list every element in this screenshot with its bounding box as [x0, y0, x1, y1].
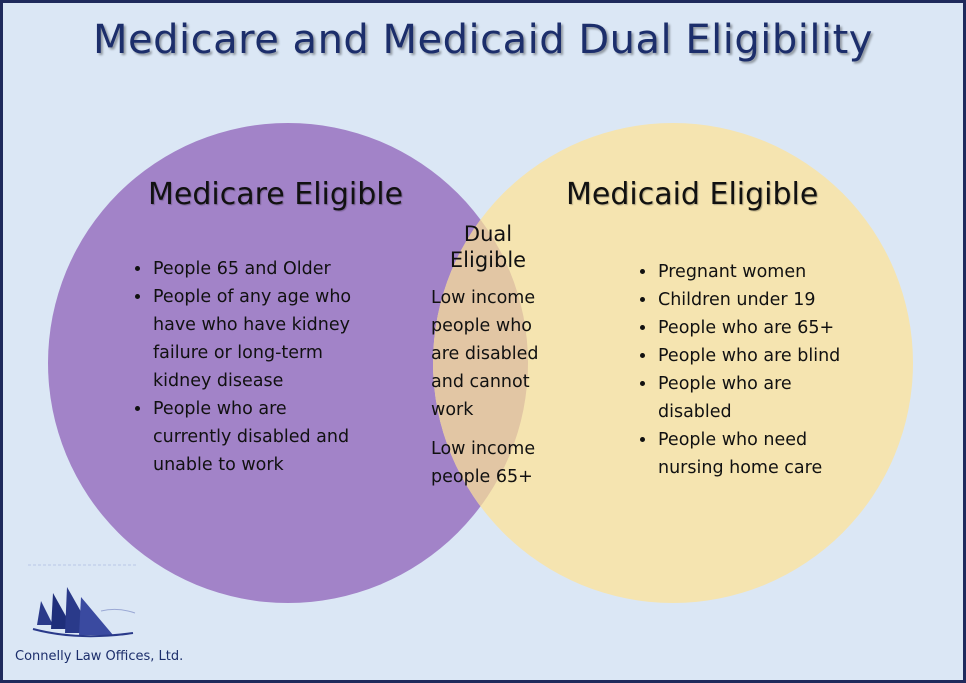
dual-text-65: Low income people 65+ [431, 439, 536, 487]
medicare-item: People who are currently disabled and un… [152, 395, 352, 479]
venn-diagram [48, 123, 913, 603]
dual-heading-line1: Dual [463, 222, 513, 246]
medicare-list: People 65 and Older People of any age wh… [128, 255, 352, 479]
logo-text: Connelly Law Offices, Ltd. [15, 649, 184, 664]
medicaid-item: People who are disabled [657, 370, 867, 426]
sailboats-logo-icon [28, 564, 138, 638]
page-title: Medicare and Medicaid Dual Eligibility [93, 17, 873, 63]
medicare-circle [48, 123, 528, 603]
medicare-item: People of any age who have who have kidn… [152, 283, 352, 395]
medicaid-item: People who are blind [657, 342, 867, 370]
medicaid-item: Children under 19 [657, 286, 867, 314]
dual-text-disabled: Low income people who are disabled and c… [431, 288, 539, 420]
medicare-item: People 65 and Older [152, 255, 352, 283]
medicaid-item: People who need nursing home care [657, 426, 867, 482]
medicaid-item: People who are 65+ [657, 314, 867, 342]
medicaid-list: Pregnant women Children under 19 People … [633, 258, 867, 482]
medicare-heading: Medicare Eligible [148, 177, 404, 212]
medicaid-heading: Medicaid Eligible [566, 177, 819, 212]
dual-heading: Dual Eligible [428, 221, 548, 273]
medicaid-circle [433, 123, 913, 603]
medicaid-item: Pregnant women [657, 258, 867, 286]
dual-heading-line2: Eligible [449, 248, 527, 272]
